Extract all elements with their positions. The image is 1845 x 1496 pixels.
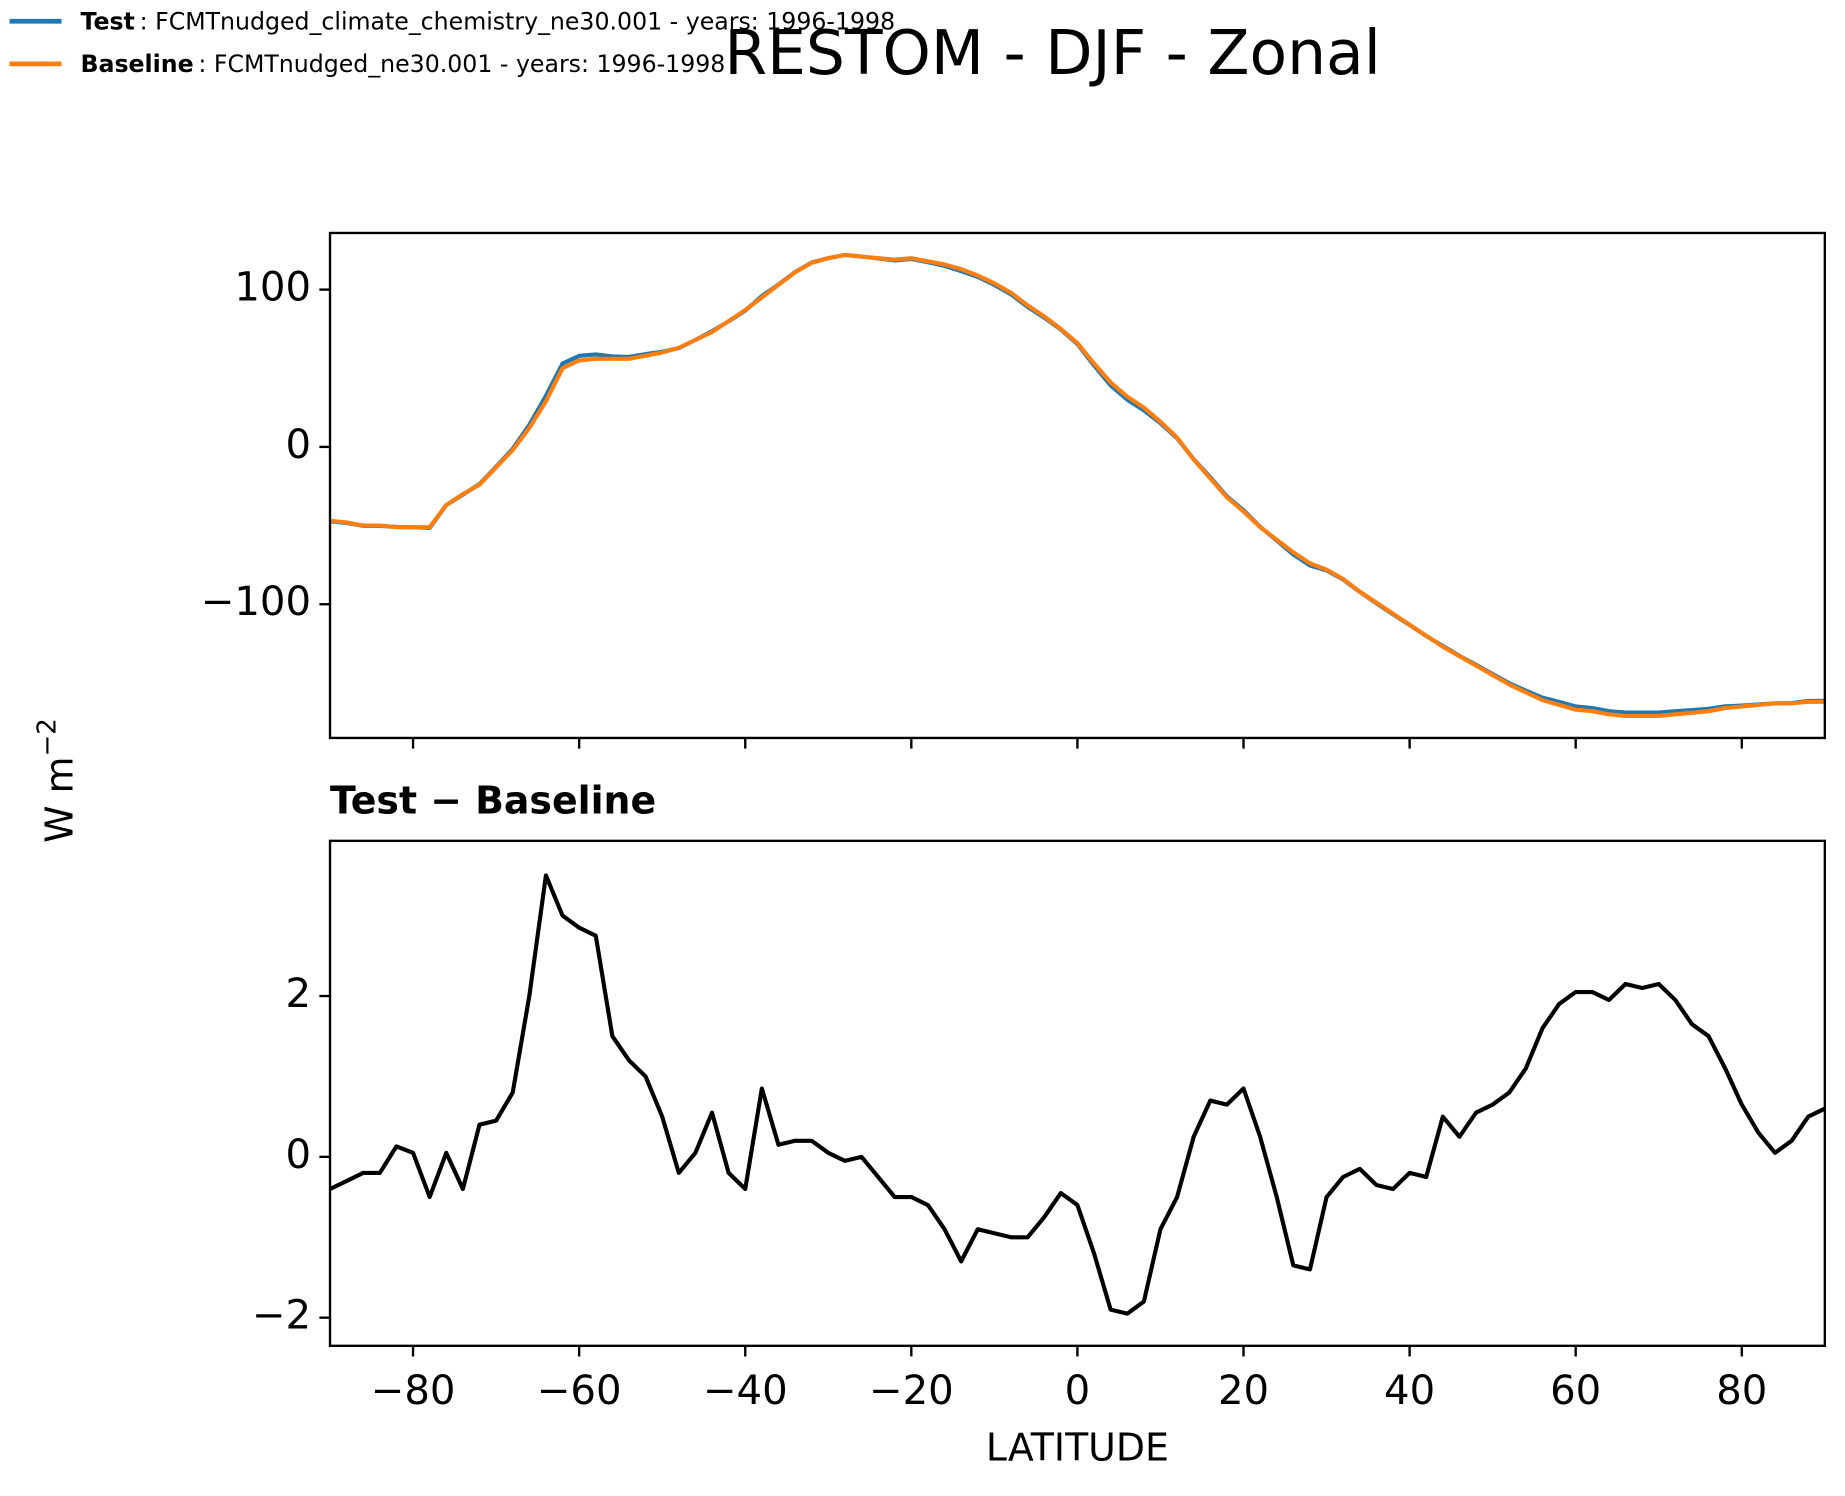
- legend-text: : FCMTnudged_ne30.001 - years: 1996-1998: [198, 50, 725, 78]
- x-tick-label: −40: [703, 1368, 788, 1414]
- legend-name: Test: [80, 7, 134, 35]
- data-line: [330, 252, 1825, 718]
- plot-area: [330, 252, 1825, 718]
- y-tick-label: −2: [252, 1293, 311, 1339]
- y-axis-label-text: W m: [37, 757, 81, 843]
- y-axis-label-exponent: −2: [32, 718, 62, 756]
- x-tick-label: 60: [1550, 1368, 1601, 1414]
- x-tick-label: 40: [1384, 1368, 1435, 1414]
- axes-frame: [328, 839, 1827, 1347]
- x-axis-label: LATITUDE: [986, 1425, 1169, 1469]
- plot-area: [330, 873, 1825, 1316]
- subplot-title: Test − Baseline: [330, 778, 656, 822]
- axes-frame: [328, 231, 1827, 740]
- y-tick-label: −100: [201, 579, 311, 625]
- legend: Test: FCMTnudged_climate_chemistry_ne30.…: [9, 7, 895, 78]
- x-tick-label: −80: [371, 1368, 456, 1414]
- x-tick-label: 80: [1716, 1368, 1767, 1414]
- legend-entry: Test: FCMTnudged_climate_chemistry_ne30.…: [80, 7, 895, 35]
- data-line: [330, 873, 1825, 1316]
- legend-text: : FCMTnudged_climate_chemistry_ne30.001 …: [140, 7, 896, 35]
- x-tick-label: 20: [1218, 1368, 1269, 1414]
- y-axis-label: W m−2: [32, 718, 81, 843]
- x-tick-label: −20: [869, 1368, 954, 1414]
- y-tick-label: 0: [286, 1132, 312, 1178]
- legend-name: Baseline: [80, 50, 193, 78]
- y-tick-label: 0: [286, 422, 312, 468]
- y-tick-label: 2: [286, 971, 312, 1017]
- x-tick-label: 0: [1065, 1368, 1091, 1414]
- y-tick-label: 100: [234, 265, 311, 311]
- figure-title: RESTOM - DJF - Zonal: [724, 17, 1380, 89]
- x-tick-label: −60: [537, 1368, 622, 1414]
- legend-entry: Baseline: FCMTnudged_ne30.001 - years: 1…: [80, 50, 725, 78]
